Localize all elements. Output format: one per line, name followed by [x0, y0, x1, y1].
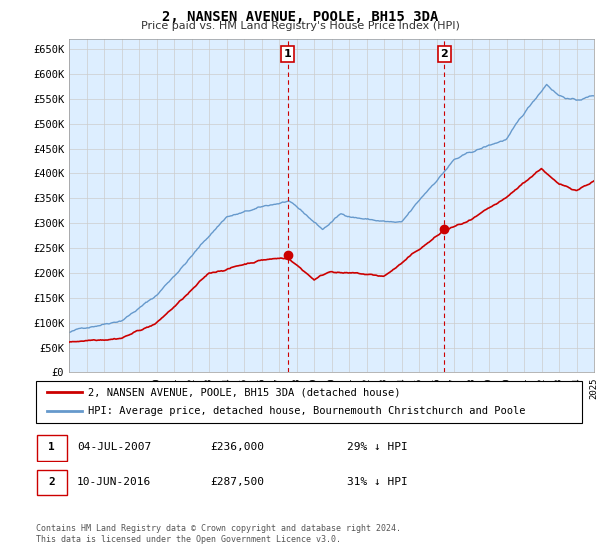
Text: 1: 1 [48, 442, 55, 452]
Text: Price paid vs. HM Land Registry's House Price Index (HPI): Price paid vs. HM Land Registry's House … [140, 21, 460, 31]
Text: £287,500: £287,500 [211, 477, 265, 487]
Text: 2, NANSEN AVENUE, POOLE, BH15 3DA (detached house): 2, NANSEN AVENUE, POOLE, BH15 3DA (detac… [88, 387, 400, 397]
Text: 2, NANSEN AVENUE, POOLE, BH15 3DA: 2, NANSEN AVENUE, POOLE, BH15 3DA [162, 10, 438, 24]
Bar [37, 470, 67, 495]
Text: 29% ↓ HPI: 29% ↓ HPI [347, 442, 408, 452]
Text: HPI: Average price, detached house, Bournemouth Christchurch and Poole: HPI: Average price, detached house, Bour… [88, 407, 526, 417]
Text: This data is licensed under the Open Government Licence v3.0.: This data is licensed under the Open Gov… [36, 535, 341, 544]
Text: 10-JUN-2016: 10-JUN-2016 [77, 477, 151, 487]
Text: 31% ↓ HPI: 31% ↓ HPI [347, 477, 408, 487]
Text: 2: 2 [48, 477, 55, 487]
Text: 2: 2 [440, 49, 448, 59]
Bar [37, 435, 67, 460]
Text: £236,000: £236,000 [211, 442, 265, 452]
Text: 1: 1 [284, 49, 292, 59]
Text: Contains HM Land Registry data © Crown copyright and database right 2024.: Contains HM Land Registry data © Crown c… [36, 524, 401, 533]
Text: 04-JUL-2007: 04-JUL-2007 [77, 442, 151, 452]
